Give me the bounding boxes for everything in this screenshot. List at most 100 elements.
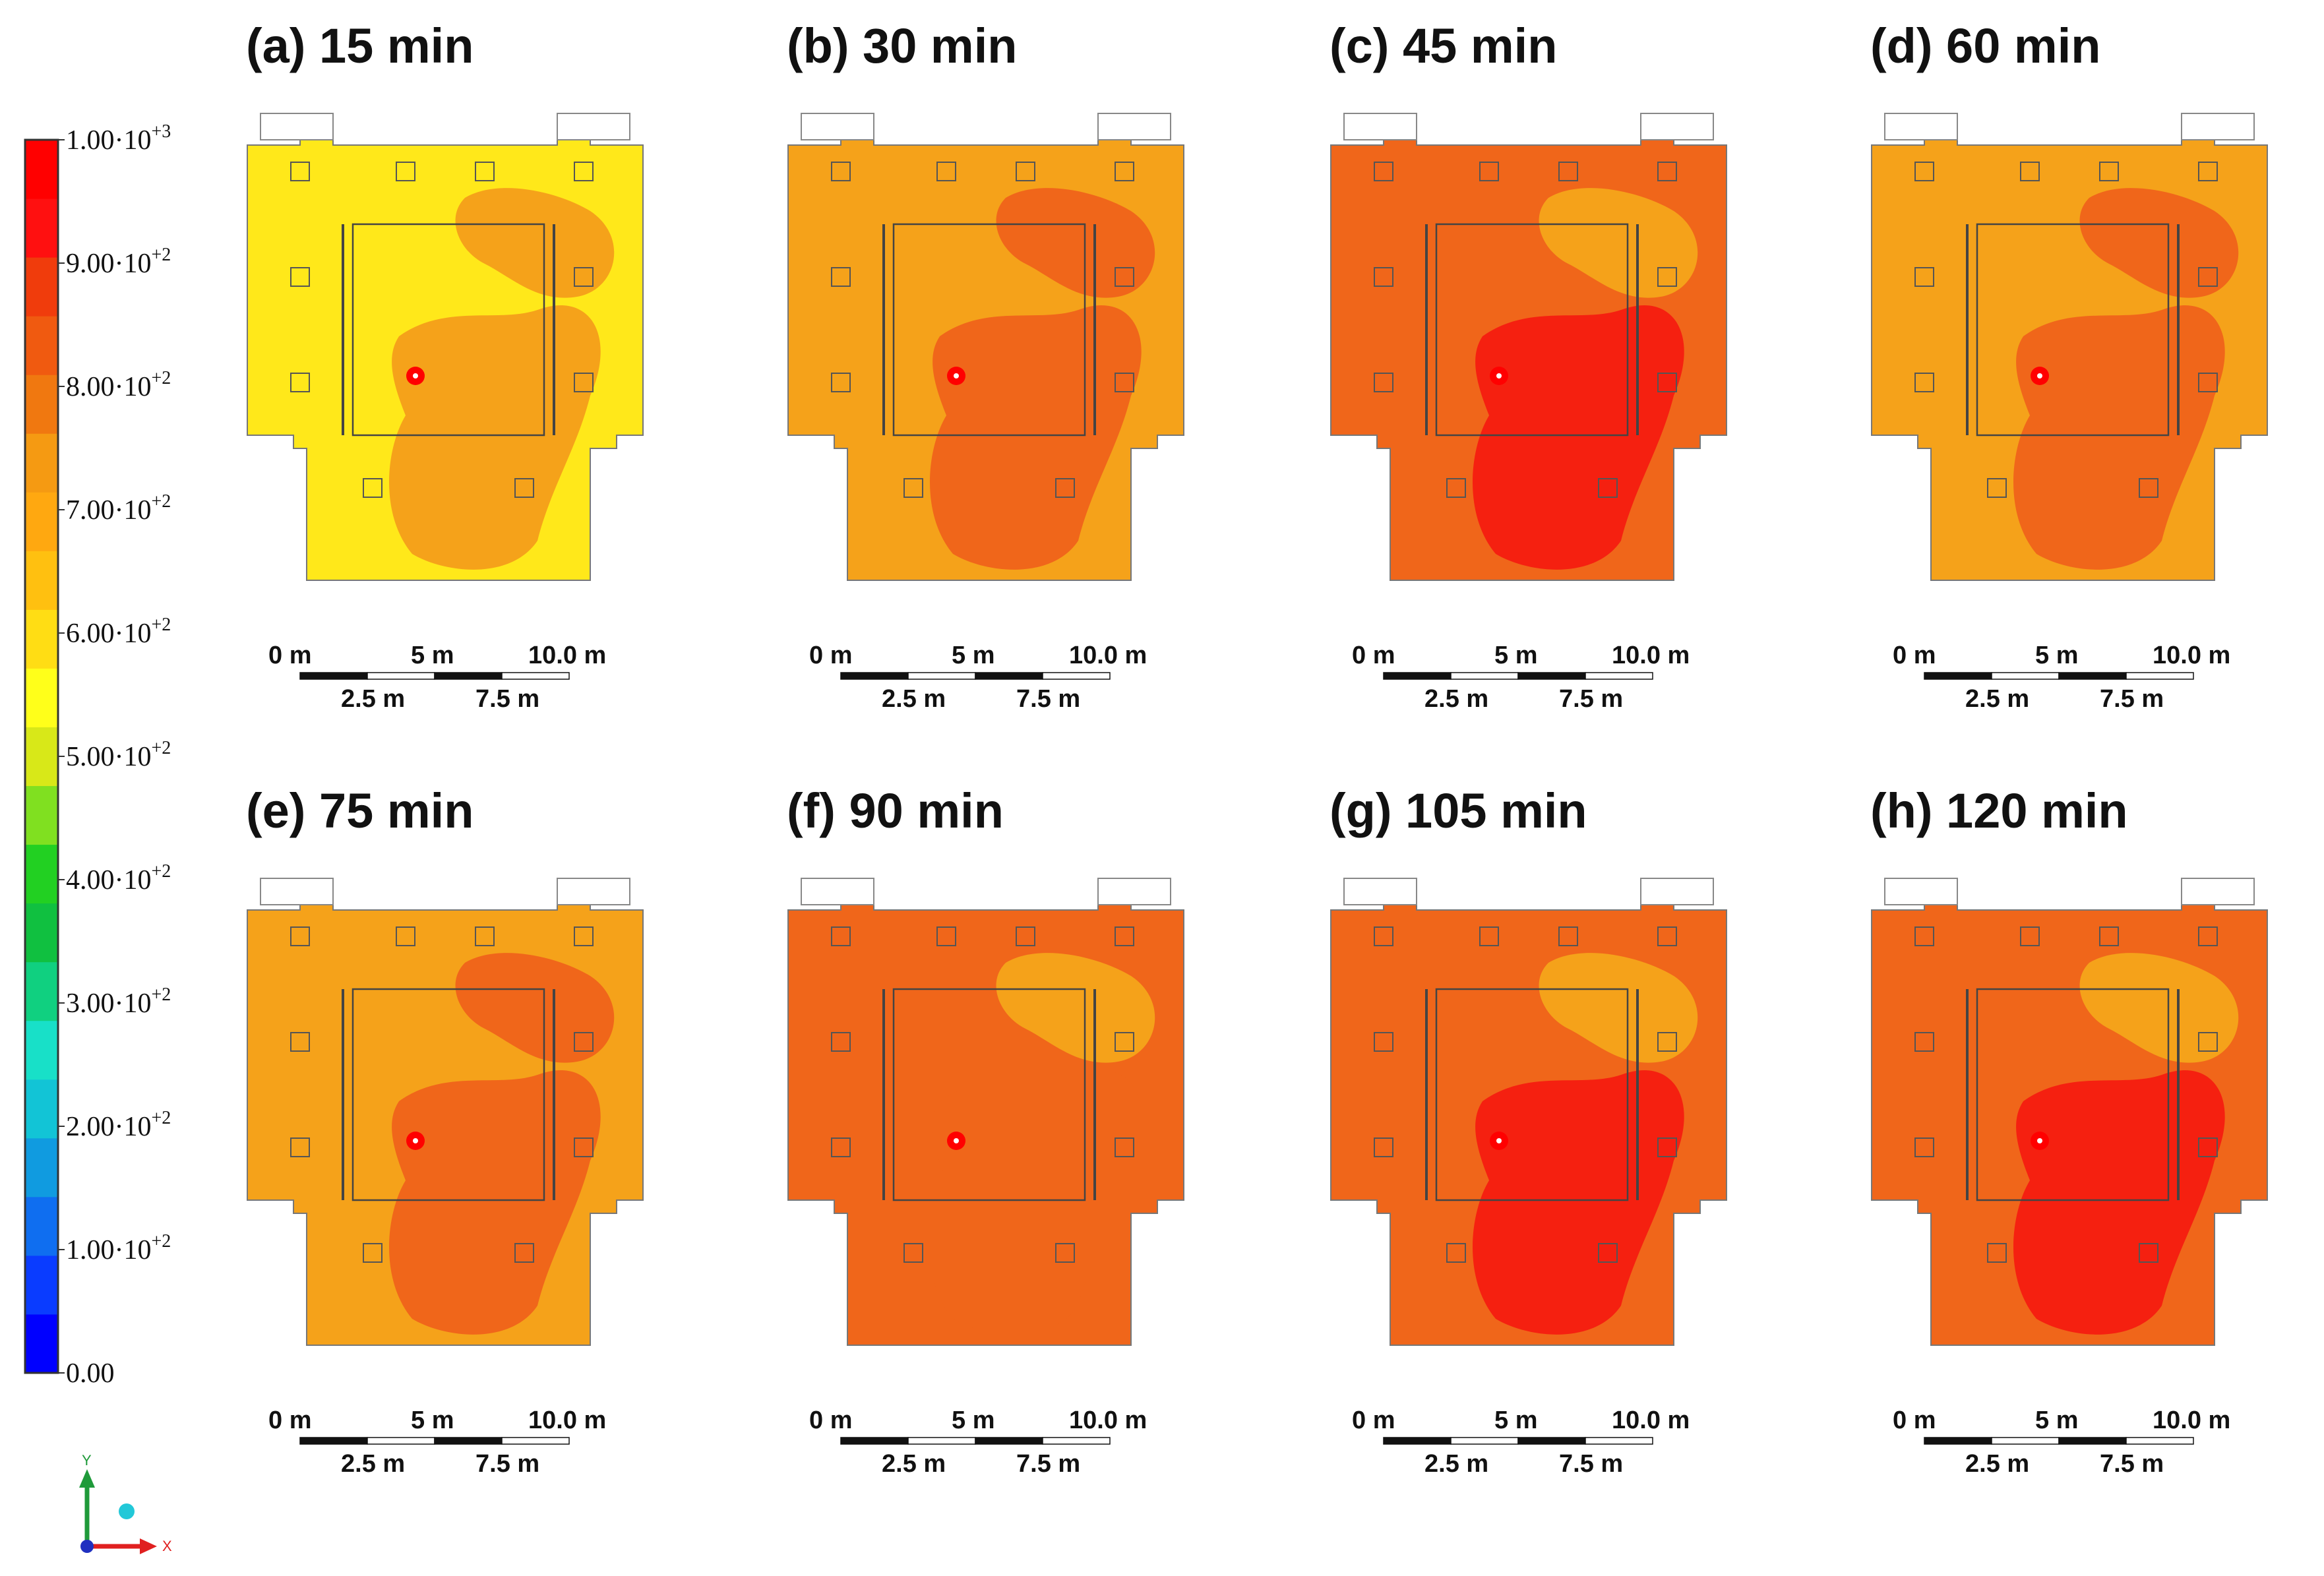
legend-tick-label: 8.00·10+2 [66,368,171,402]
legend-tick-exponent: +2 [152,491,171,512]
legend-swatch [25,1255,58,1315]
legend-swatch [25,316,58,375]
scale-label-top: 10.0 m [528,642,606,669]
column [1446,1243,1466,1263]
stair-opening [260,113,334,140]
scale-segment [367,672,435,680]
column [1374,1137,1393,1157]
legend-tick-exponent: +2 [152,1231,171,1252]
fire-source-center [954,373,959,379]
scale-label-top: 10.0 m [1612,642,1690,669]
column [475,926,495,946]
scale-segment [1383,1437,1452,1445]
legend-tick-label: 9.00·10+2 [66,245,171,279]
scale-segment [1450,1437,1519,1445]
panel-title: (f) 90 min [787,783,1004,838]
column [574,162,594,181]
column [1016,162,1035,181]
column [475,162,495,181]
column [831,373,851,392]
fire-source-center [954,1138,959,1143]
legend-tick-label: 5.00·10+2 [66,738,171,772]
legend-tick-exponent: +2 [152,368,171,388]
scale-label-top: 10.0 m [1069,1407,1147,1434]
panel-d: (d) 60 min 0 m 5 m 10.0 m 2.5 m 7.5 m [1870,18,2268,713]
scale-bar: 0 m 5 m 10.0 m 2.5 m 7.5 m [1352,1407,1690,1478]
scale-label-bottom: 7.5 m [2100,685,2164,713]
temperature-zone [930,1070,1142,1335]
scale-label-top: 5 m [1494,1407,1537,1434]
scale-label-bottom: 7.5 m [2100,1450,2164,1478]
central-atrium [1976,988,2170,1201]
scale-label-bottom: 7.5 m [475,685,539,713]
legend-swatch [25,785,58,845]
column [290,1032,310,1052]
legend-tick-label: 4.00·10+2 [66,861,171,895]
scale-bar: 0 m 5 m 10.0 m 2.5 m 7.5 m [268,1407,606,1478]
stair-opening [260,878,334,905]
column [574,1137,594,1157]
central-atrium [1435,988,1629,1201]
legend-swatch [25,1079,58,1139]
scale-segment [501,1437,570,1445]
column [2139,478,2158,498]
stair-opening [801,113,874,140]
axis-origin-dot [80,1540,94,1553]
column [1115,1032,1134,1052]
stair-opening [2181,113,2255,140]
legend-swatch [25,375,58,434]
axis-triad: Y X [79,1452,172,1554]
scale-label-top: 5 m [952,642,994,669]
column [363,1243,382,1263]
column [2198,926,2218,946]
scale-label-bottom: 2.5 m [1424,685,1488,713]
legend-swatch [25,668,58,727]
scale-segment [367,1437,435,1445]
scale-label-bottom: 2.5 m [341,685,405,713]
column [2198,162,2218,181]
scale-label-top: 10.0 m [1069,642,1147,669]
column [1657,926,1677,946]
scale-label-top: 0 m [1893,1407,1936,1434]
column [574,267,594,287]
legend-tick-exponent: +2 [152,245,171,265]
scale-label-bottom: 7.5 m [1016,1450,1080,1478]
column [1657,267,1677,287]
column [1479,926,1499,946]
panel-title: (b) 30 min [787,18,1017,73]
scale-segment [434,1437,503,1445]
scale-label-top: 10.0 m [2153,1407,2230,1434]
column [1446,478,1466,498]
column [1115,267,1134,287]
column [574,926,594,946]
column [363,478,382,498]
column [1598,478,1618,498]
column [831,1032,851,1052]
scale-label-top: 5 m [411,642,454,669]
column [290,1137,310,1157]
column [1558,926,1578,946]
column [831,162,851,181]
legend-swatch [25,198,58,258]
legend-tick-label: 2.00·10+2 [66,1108,171,1142]
column [1479,162,1499,181]
panel-title: (h) 120 min [1870,783,2128,838]
panel-title: (g) 105 min [1330,783,1587,838]
scale-label-top: 0 m [1352,642,1395,669]
stair-opening [1097,113,1171,140]
scale-label-top: 0 m [1352,1407,1395,1434]
central-atrium [352,223,545,437]
column [2099,162,2119,181]
column [1374,373,1393,392]
scale-bar: 0 m 5 m 10.0 m 2.5 m 7.5 m [1352,642,1690,713]
temperature-zone [1473,305,1684,570]
legend-tick-labels: 1.00·10+3 9.00·10+2 8.00·10+2 7.00·10+2 6.00… [58,121,171,1389]
scale-label-bottom: 2.5 m [882,1450,946,1478]
temperature-zone [930,305,1142,570]
scale-segment [1042,1437,1111,1445]
column [936,162,956,181]
scale-label-top: 10.0 m [1612,1407,1690,1434]
column [1115,1137,1134,1157]
column [1657,162,1677,181]
